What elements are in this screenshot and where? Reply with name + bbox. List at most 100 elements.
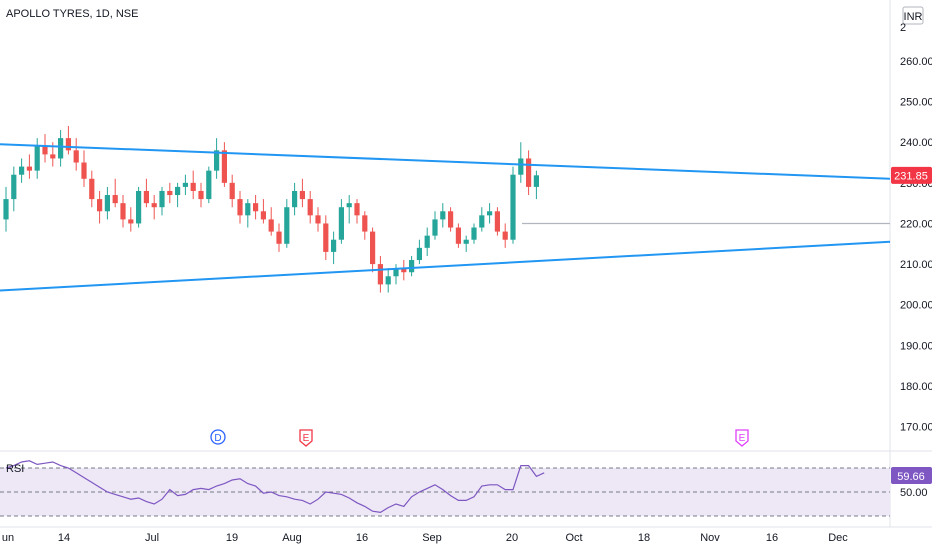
candle-body [338, 207, 344, 240]
currency-box[interactable] [902, 6, 924, 25]
candle [175, 182, 181, 208]
price-tick-label: 220.00 [900, 218, 932, 230]
time-tick-label: 16 [766, 532, 778, 544]
candle-body [432, 219, 438, 236]
candle-body [73, 150, 79, 163]
price-tick-label: 260.00 [900, 56, 932, 68]
candle-body [307, 199, 313, 216]
candle [284, 199, 290, 248]
candle [463, 235, 469, 252]
candle-body [424, 235, 430, 248]
trendline [0, 240, 891, 292]
candle-body [81, 162, 87, 179]
candle [370, 227, 376, 273]
rsi-value-label: 59.66 [897, 471, 925, 483]
rsi-line [5, 460, 545, 514]
rsi-label: RSI [6, 463, 24, 475]
candle-body [50, 154, 56, 159]
time-tick-label: Nov [700, 532, 720, 544]
candle [292, 182, 298, 216]
candle-body [89, 178, 95, 200]
candle-body [175, 186, 181, 196]
time-tick-label: 14 [58, 532, 70, 544]
candle-body [42, 146, 48, 155]
candle-body [393, 268, 399, 277]
candle-body [479, 215, 485, 228]
price-tick-label: 190.00 [900, 340, 932, 352]
candle-body [354, 203, 360, 216]
candle-body [331, 239, 337, 252]
candle [190, 170, 196, 200]
candle-body [11, 174, 17, 200]
candle-body [143, 190, 149, 204]
candle [73, 138, 79, 171]
candle-body [237, 199, 243, 216]
candle [440, 203, 446, 228]
candle [338, 199, 344, 244]
candle [253, 195, 259, 220]
candle [393, 264, 399, 285]
candle-body [463, 239, 469, 244]
candle [128, 207, 134, 232]
candle [245, 199, 251, 228]
time-tick-label: 19 [226, 532, 238, 544]
candle-body [128, 219, 134, 224]
rsi-tick-label: 50.00 [900, 487, 928, 499]
candle [229, 174, 235, 208]
candle [34, 138, 40, 179]
candle-body [112, 195, 118, 204]
candle-body [315, 215, 321, 224]
candle-body [292, 190, 298, 208]
candle-body [151, 203, 157, 208]
candle [97, 190, 103, 224]
candle-body [502, 231, 508, 240]
time-tick-label: Sep [422, 532, 442, 544]
candle-body [409, 260, 415, 273]
candle [448, 207, 454, 232]
candle [276, 223, 282, 252]
candle-body [159, 190, 165, 208]
price-tick-label: 210.00 [900, 259, 932, 271]
event-marker: E [299, 429, 313, 447]
price-tick-label: 180.00 [900, 381, 932, 393]
candle [385, 268, 391, 293]
candle [112, 178, 118, 208]
candle [354, 199, 360, 224]
candle [151, 195, 157, 220]
candle-body [518, 158, 524, 175]
candle-body [229, 182, 235, 200]
candle-body [198, 190, 204, 200]
candle [159, 186, 165, 216]
candle [346, 195, 352, 224]
time-tick-label: 16 [356, 532, 368, 544]
candle [479, 207, 485, 232]
candle [362, 211, 368, 240]
candle-body [455, 227, 461, 244]
trendline [0, 143, 891, 180]
event-flag [299, 429, 313, 447]
candle [455, 223, 461, 248]
event-label: E [739, 433, 746, 444]
candle [214, 138, 220, 179]
candle [331, 231, 337, 265]
candle-body [3, 199, 9, 220]
candle-body [299, 190, 305, 200]
candle [323, 215, 329, 261]
last-price-badge [891, 166, 932, 184]
event-label: D [214, 433, 221, 444]
candle [502, 223, 508, 248]
candle-body [167, 190, 173, 196]
price-tick-label: 170.00 [900, 422, 932, 434]
candle [89, 170, 95, 208]
candle [206, 166, 212, 204]
event-marker: D [210, 429, 226, 445]
candle [432, 211, 438, 240]
candle-body [370, 231, 376, 265]
candle-body [206, 170, 212, 200]
event-marker: E [735, 429, 749, 447]
candle-body [104, 195, 110, 212]
price-tick-label: 200.00 [900, 300, 932, 312]
candle [487, 203, 493, 224]
candle-body [253, 203, 259, 212]
